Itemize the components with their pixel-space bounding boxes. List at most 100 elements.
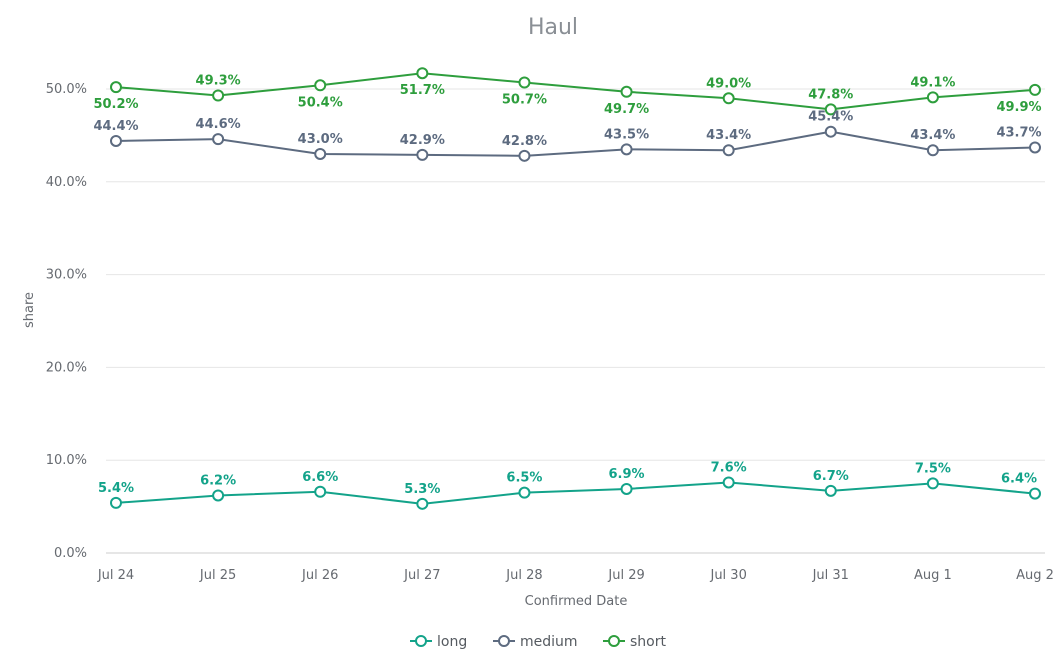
data-label-medium: 42.9% (400, 133, 445, 148)
data-label-short: 51.7% (400, 83, 445, 98)
data-label-long: 5.4% (98, 481, 134, 496)
data-point-long[interactable] (620, 482, 633, 495)
x-tick-label: Jul 26 (301, 568, 338, 583)
data-label-short: 49.1% (910, 75, 955, 90)
data-point-short[interactable] (314, 79, 327, 92)
data-label-short: 49.3% (196, 73, 241, 88)
data-point-short[interactable] (620, 85, 633, 98)
series-medium (110, 125, 1041, 162)
data-label-long: 6.9% (609, 467, 645, 482)
x-tick-label: Jul 24 (97, 568, 134, 583)
data-label-long: 7.5% (915, 461, 951, 476)
x-tick-label: Jul 31 (812, 568, 849, 583)
data-label-short: 49.7% (604, 102, 649, 117)
data-point-medium[interactable] (722, 144, 735, 157)
series-line-medium (115, 130, 1036, 157)
y-axis-title: share (22, 292, 37, 328)
data-point-medium[interactable] (1029, 141, 1041, 154)
legend-marker (415, 635, 427, 647)
data-label-long: 6.7% (813, 469, 849, 484)
data-point-long[interactable] (416, 497, 429, 510)
x-tick-label: Jul 29 (607, 568, 644, 583)
data-labels-layer: 5.4% 6.2% 6.6% 5.3% 6.5% 6.9% 7.6% 6.7% 7.5% 6.4%… (93, 73, 1041, 496)
data-point-short[interactable] (416, 67, 429, 80)
data-label-long: 6.6% (302, 470, 338, 485)
data-point-medium[interactable] (824, 125, 837, 138)
data-label-long: 5.3% (404, 482, 440, 497)
legend-item-short[interactable]: short (603, 634, 666, 650)
data-label-medium: 44.4% (93, 119, 138, 134)
data-label-long: 6.4% (1001, 472, 1037, 487)
y-tick-label: 10.0% (46, 453, 87, 468)
x-axis-ticks: Jul 24 Jul 25 Jul 26 Jul 27 Jul 28 Jul 29 Jul … (97, 568, 1054, 583)
data-point-long[interactable] (212, 489, 225, 502)
data-label-short: 49.0% (706, 76, 751, 91)
data-label-medium: 43.0% (298, 132, 343, 147)
data-point-medium[interactable] (416, 148, 429, 161)
legend-marker (498, 635, 510, 647)
legend-marker (608, 635, 620, 647)
data-label-short: 50.7% (502, 93, 547, 108)
data-label-medium: 43.5% (604, 127, 649, 142)
legend-label: short (630, 634, 666, 650)
data-point-short[interactable] (824, 103, 837, 116)
data-label-medium: 42.8% (502, 134, 547, 149)
series-layer (110, 67, 1041, 510)
data-label-long: 6.2% (200, 473, 236, 488)
data-label-short: 50.4% (298, 95, 343, 110)
legend-item-long[interactable]: long (410, 634, 467, 650)
data-label-medium: 43.4% (910, 128, 955, 143)
data-label-long: 6.5% (506, 471, 542, 486)
series-line-short (115, 72, 1036, 111)
data-point-short[interactable] (1029, 83, 1041, 96)
series-long (110, 476, 1041, 510)
data-point-long[interactable] (110, 496, 122, 509)
legend-label: medium (520, 634, 578, 650)
data-label-short: 49.9% (996, 100, 1041, 115)
data-label-medium: 43.7% (996, 125, 1041, 140)
x-tick-label: Jul 25 (199, 568, 236, 583)
legend-item-medium[interactable]: medium (493, 634, 578, 650)
data-point-short[interactable] (518, 76, 531, 89)
data-point-medium[interactable] (212, 133, 225, 146)
y-tick-label: 50.0% (46, 82, 87, 97)
x-axis-title: Confirmed Date (525, 594, 628, 609)
data-label-short: 47.8% (808, 87, 853, 102)
y-axis-ticks: 0.0% 10.0% 20.0% 30.0% 40.0% 50.0% (46, 82, 87, 561)
y-tick-label: 30.0% (46, 268, 87, 283)
series-line-long (115, 481, 1036, 505)
y-tick-label: 40.0% (46, 175, 87, 190)
data-point-long[interactable] (314, 485, 327, 498)
data-point-medium[interactable] (518, 149, 531, 162)
x-tick-label: Jul 30 (709, 568, 746, 583)
grid-layer (106, 88, 1045, 554)
legend-label: long (437, 634, 467, 650)
data-point-short[interactable] (110, 81, 122, 94)
data-label-long: 7.6% (711, 460, 747, 475)
legend: long medium short (410, 634, 666, 650)
y-tick-label: 0.0% (54, 546, 87, 561)
data-point-medium[interactable] (314, 147, 327, 160)
data-point-long[interactable] (824, 484, 837, 497)
data-point-long[interactable] (1029, 487, 1041, 500)
data-point-medium[interactable] (620, 143, 633, 156)
x-tick-label: Jul 28 (505, 568, 542, 583)
chart-title: Haul (528, 15, 578, 40)
data-label-medium: 43.4% (706, 128, 751, 143)
data-label-medium: 44.6% (196, 117, 241, 132)
data-point-long[interactable] (722, 476, 735, 489)
data-point-short[interactable] (722, 92, 735, 105)
y-tick-label: 20.0% (46, 360, 87, 375)
data-point-short[interactable] (212, 89, 225, 102)
data-point-long[interactable] (518, 486, 531, 499)
data-point-long[interactable] (926, 477, 939, 490)
data-point-medium[interactable] (110, 134, 122, 147)
data-point-medium[interactable] (926, 144, 939, 157)
data-point-short[interactable] (926, 91, 939, 104)
x-tick-label: Aug 2 (1016, 568, 1054, 583)
series-short (110, 67, 1041, 116)
x-tick-label: Aug 1 (914, 568, 952, 583)
data-label-short: 50.2% (93, 97, 138, 112)
